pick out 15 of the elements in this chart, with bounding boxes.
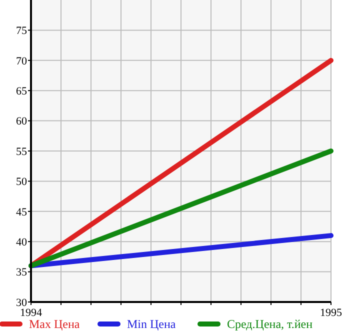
y-tick-label: 35 xyxy=(16,266,28,279)
y-tick-label: 60 xyxy=(16,116,28,128)
y-tick-label: 30 xyxy=(16,296,28,309)
y-tick-label: 65 xyxy=(16,85,28,98)
y-tick-label: 40 xyxy=(16,236,28,248)
y-tick-label: 75 xyxy=(16,25,28,38)
y-tick-label: 70 xyxy=(16,55,28,68)
x-tick-label: 1994 xyxy=(20,307,42,319)
y-tick-label: 55 xyxy=(16,146,28,158)
y-tick-label: 50 xyxy=(16,176,28,188)
x-tick-label: 1995 xyxy=(320,307,342,319)
y-tick-label: 45 xyxy=(16,206,28,218)
legend-label: Сред.Цена, т.йен xyxy=(227,317,314,331)
legend-label: Min Цена xyxy=(127,317,176,331)
legend-label: Max Цена xyxy=(29,317,80,331)
